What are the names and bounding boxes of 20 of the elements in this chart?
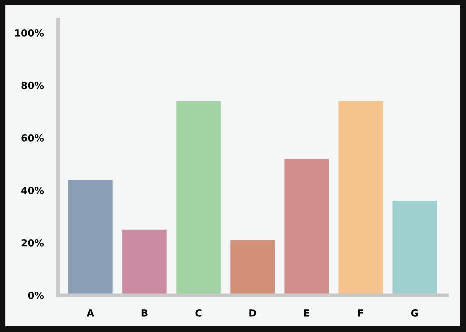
- x-tick-label: E: [304, 310, 310, 317]
- bar: [68, 180, 113, 296]
- bar: [122, 230, 167, 296]
- y-tick-label: 20%: [22, 239, 44, 247]
- x-tick-label: G: [411, 310, 418, 317]
- x-tick-label: B: [142, 310, 148, 317]
- bar: [284, 159, 330, 296]
- y-tick-label: 0%: [28, 292, 44, 300]
- y-tick-label: 60%: [22, 134, 44, 142]
- y-tick-label: 40%: [22, 186, 44, 194]
- y-tick-label: 100%: [15, 30, 44, 37]
- x-tick-label: C: [196, 310, 202, 317]
- x-tick-label: D: [250, 310, 256, 317]
- bar: [176, 101, 221, 296]
- y-tick-label: 80%: [22, 82, 44, 90]
- bar: [230, 240, 275, 296]
- x-tick-label: F: [358, 310, 364, 317]
- bar: [392, 201, 438, 296]
- x-tick-label: A: [86, 310, 94, 317]
- bar: [338, 101, 384, 296]
